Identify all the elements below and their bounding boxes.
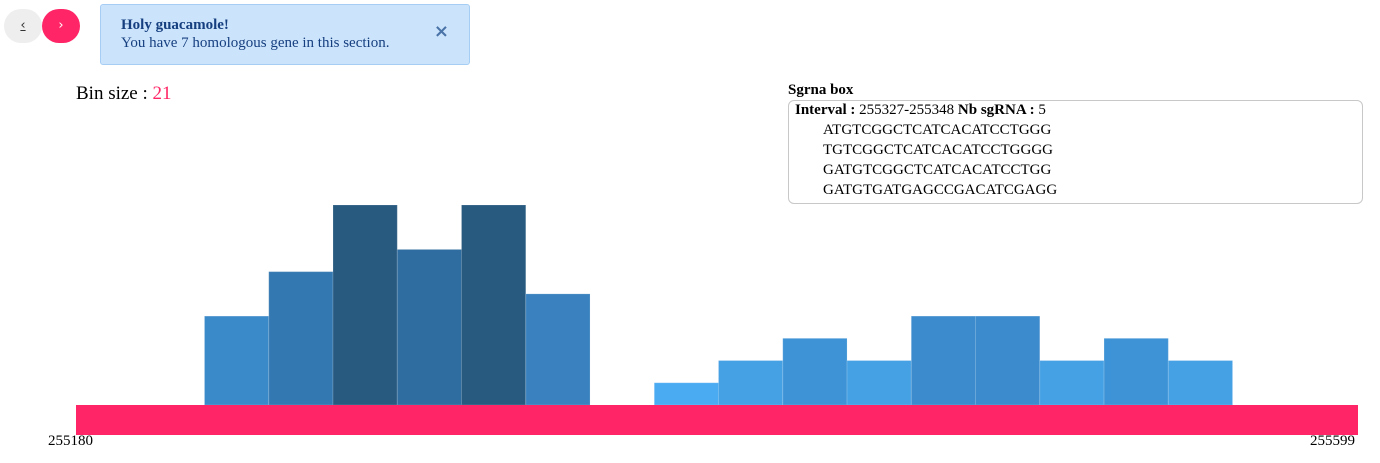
histogram-bar-5[interactable] [396, 248, 463, 406]
histogram-bar-10[interactable] [718, 360, 784, 406]
histogram-bar-12[interactable] [846, 360, 912, 406]
x-tick-label-end: 255599 [1310, 433, 1355, 449]
histogram-bar-11[interactable] [782, 337, 848, 406]
previous-button[interactable]: ‹ [4, 9, 42, 43]
sgrna-count-label: Nb sgRNA : [957, 102, 1039, 118]
sgrna-sequence: TGTCGGCTCATCACATCCTGGGG [823, 142, 1054, 158]
sgrna-list: ATGTCGGCTCATCACATCCTGGG TGTCGGCTCATCACAT… [795, 120, 1356, 200]
histogram-bar-2[interactable] [204, 315, 270, 406]
histogram-bar-16[interactable] [1103, 337, 1169, 406]
sgrna-header: Interval : 255327-255348 Nb sgRNA : 5 [795, 101, 1356, 120]
next-button[interactable]: › [42, 9, 80, 43]
histogram-bar-3[interactable] [268, 271, 334, 406]
bin-size: Bin size : 21 [76, 83, 172, 105]
sgrna-sequence: GATGTGATGAGCCGACATCGAGG [823, 182, 1058, 198]
bin-size-label: Bin size : [76, 83, 153, 104]
interval-label: Interval : [795, 102, 860, 118]
histogram-bar-17[interactable] [1167, 360, 1234, 406]
homology-alert: Holy guacamole! You have 7 homologous ge… [100, 4, 470, 65]
x-tick-label-start: 255180 [48, 433, 93, 449]
sgrna-count-value: 5 [1038, 102, 1046, 118]
bin-size-value: 21 [152, 83, 172, 104]
histogram-bar-15[interactable] [1039, 360, 1105, 406]
histogram-bar-14[interactable] [975, 315, 1041, 406]
sequence-baseline-bar[interactable] [76, 405, 1358, 435]
alert-message: You have 7 homologous gene in this secti… [121, 35, 390, 51]
histogram-bar-6[interactable] [461, 204, 527, 406]
histogram-bar-7[interactable] [525, 293, 591, 406]
histogram-bar-9[interactable] [653, 382, 720, 406]
close-icon[interactable]: × [433, 21, 449, 42]
histogram-bar-13[interactable] [910, 315, 977, 406]
sgrna-sequence: ATGTCGGCTCATCACATCCTGGG [823, 122, 1052, 138]
sgrna-box-title: Sgrna box [788, 82, 854, 98]
sgrna-sequence: GATGTCGGCTCATCACATCCTGG [823, 162, 1052, 178]
histogram-bar-4[interactable] [332, 204, 398, 406]
sgrna-box: Interval : 255327-255348 Nb sgRNA : 5 AT… [788, 100, 1363, 204]
interval-value: 255327-255348 [859, 102, 955, 118]
alert-title: Holy guacamole! [121, 17, 229, 33]
